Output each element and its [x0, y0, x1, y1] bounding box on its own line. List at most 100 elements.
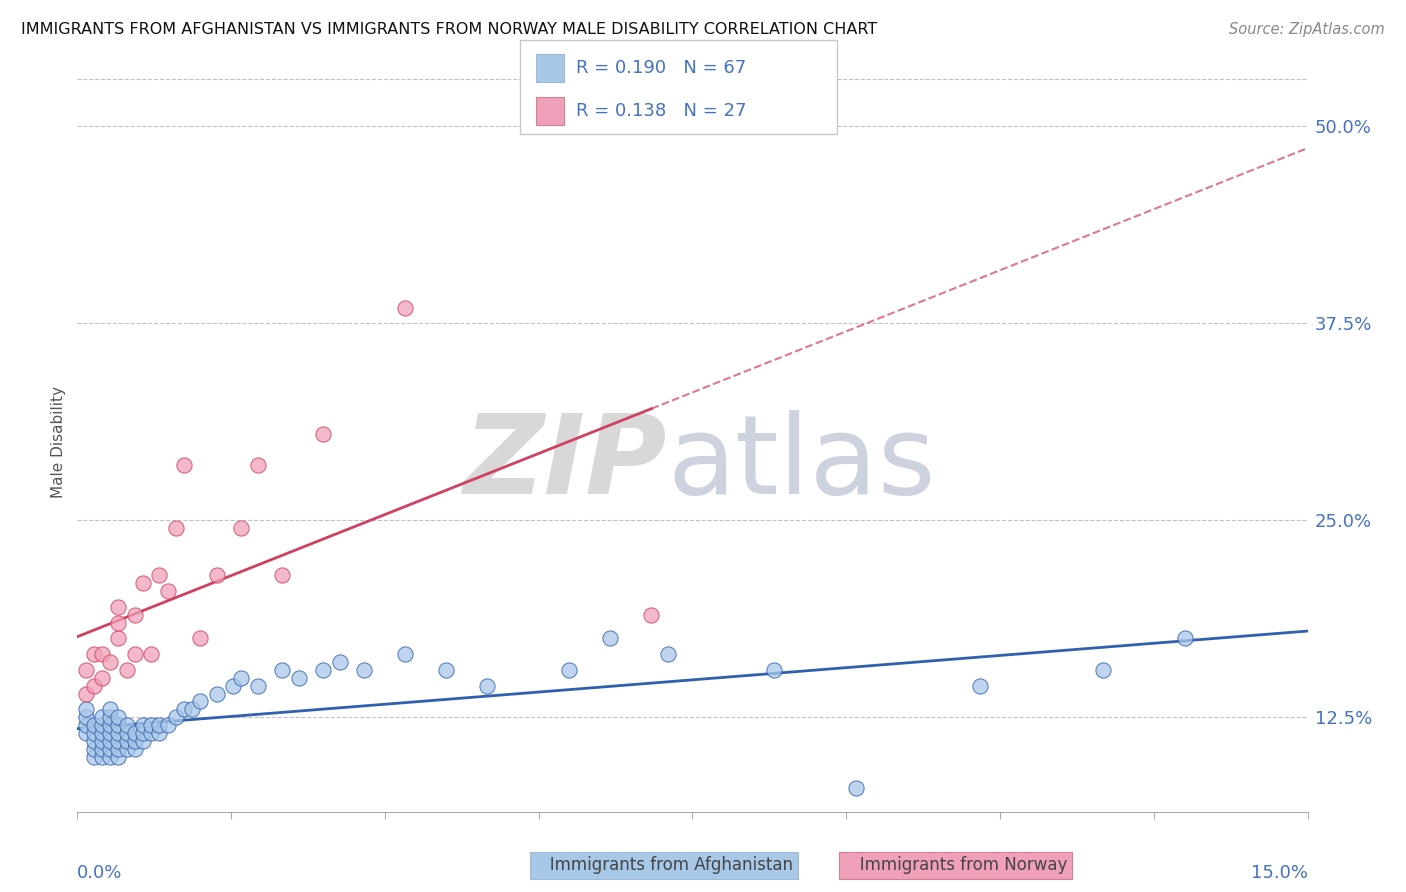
Point — [231, 521, 253, 535]
Point — [231, 671, 253, 685]
Point — [107, 615, 129, 630]
Point — [83, 749, 105, 764]
Point — [394, 301, 416, 315]
Point — [188, 632, 212, 646]
Point — [141, 726, 163, 740]
Point — [75, 718, 97, 732]
Point — [312, 426, 335, 441]
Text: ZIP: ZIP — [464, 410, 668, 517]
Point — [75, 663, 97, 677]
Text: Immigrants from Afghanistan: Immigrants from Afghanistan — [534, 856, 793, 874]
Point — [288, 671, 311, 685]
Point — [107, 718, 129, 732]
Point — [148, 568, 170, 582]
Point — [353, 663, 375, 677]
Point — [75, 726, 97, 740]
Point — [141, 647, 163, 661]
Point — [246, 458, 269, 472]
Point — [98, 655, 121, 669]
Point — [90, 647, 114, 661]
Point — [246, 679, 269, 693]
Point — [148, 726, 170, 740]
Text: Source: ZipAtlas.com: Source: ZipAtlas.com — [1229, 22, 1385, 37]
Point — [1174, 632, 1197, 646]
Point — [115, 741, 138, 756]
Point — [107, 734, 129, 748]
Point — [90, 718, 114, 732]
Point — [124, 607, 146, 622]
Point — [124, 734, 146, 748]
Point — [205, 687, 228, 701]
Text: R = 0.190   N = 67: R = 0.190 N = 67 — [576, 60, 747, 78]
Point — [98, 741, 121, 756]
Point — [394, 647, 416, 661]
Point — [1091, 663, 1114, 677]
Point — [107, 632, 129, 646]
Point — [83, 741, 105, 756]
Point — [845, 781, 868, 796]
Point — [115, 726, 138, 740]
Point — [205, 568, 228, 582]
Text: Immigrants from Norway: Immigrants from Norway — [844, 856, 1067, 874]
Point — [98, 749, 121, 764]
Point — [599, 632, 621, 646]
Point — [107, 741, 129, 756]
Point — [477, 679, 499, 693]
Point — [188, 694, 212, 708]
Point — [558, 663, 581, 677]
Point — [165, 710, 187, 724]
Point — [107, 726, 129, 740]
Text: 0.0%: 0.0% — [77, 863, 122, 881]
Point — [90, 671, 114, 685]
Point — [90, 726, 114, 740]
Point — [763, 663, 786, 677]
Point — [107, 599, 129, 614]
Point — [90, 749, 114, 764]
Point — [181, 702, 204, 716]
Point — [124, 741, 146, 756]
Point — [83, 718, 105, 732]
Point — [107, 710, 129, 724]
Point — [173, 458, 195, 472]
Point — [90, 741, 114, 756]
Point — [124, 726, 146, 740]
Point — [115, 663, 138, 677]
Point — [222, 679, 245, 693]
Point — [98, 710, 121, 724]
Point — [90, 710, 114, 724]
Point — [640, 607, 662, 622]
Point — [141, 718, 163, 732]
Text: atlas: atlas — [668, 410, 936, 517]
Point — [98, 726, 121, 740]
Point — [969, 679, 991, 693]
Text: R = 0.138   N = 27: R = 0.138 N = 27 — [576, 102, 747, 120]
Point — [173, 702, 195, 716]
Text: 15.0%: 15.0% — [1250, 863, 1308, 881]
Point — [156, 584, 179, 599]
Point — [107, 749, 129, 764]
Point — [98, 718, 121, 732]
Point — [271, 568, 294, 582]
Point — [132, 718, 155, 732]
Point — [132, 734, 155, 748]
Text: IMMIGRANTS FROM AFGHANISTAN VS IMMIGRANTS FROM NORWAY MALE DISABILITY CORRELATIO: IMMIGRANTS FROM AFGHANISTAN VS IMMIGRANT… — [21, 22, 877, 37]
Point — [657, 647, 679, 661]
Point — [98, 702, 121, 716]
Point — [83, 734, 105, 748]
Point — [312, 663, 335, 677]
Point — [124, 647, 146, 661]
Point — [165, 521, 187, 535]
Point — [271, 663, 294, 677]
Point — [90, 734, 114, 748]
Point — [329, 655, 352, 669]
Point — [132, 726, 155, 740]
Point — [115, 718, 138, 732]
Point — [75, 687, 97, 701]
Point — [436, 663, 458, 677]
Point — [98, 734, 121, 748]
Point — [75, 702, 97, 716]
Point — [83, 679, 105, 693]
Point — [132, 576, 155, 591]
Point — [83, 726, 105, 740]
Point — [156, 718, 179, 732]
